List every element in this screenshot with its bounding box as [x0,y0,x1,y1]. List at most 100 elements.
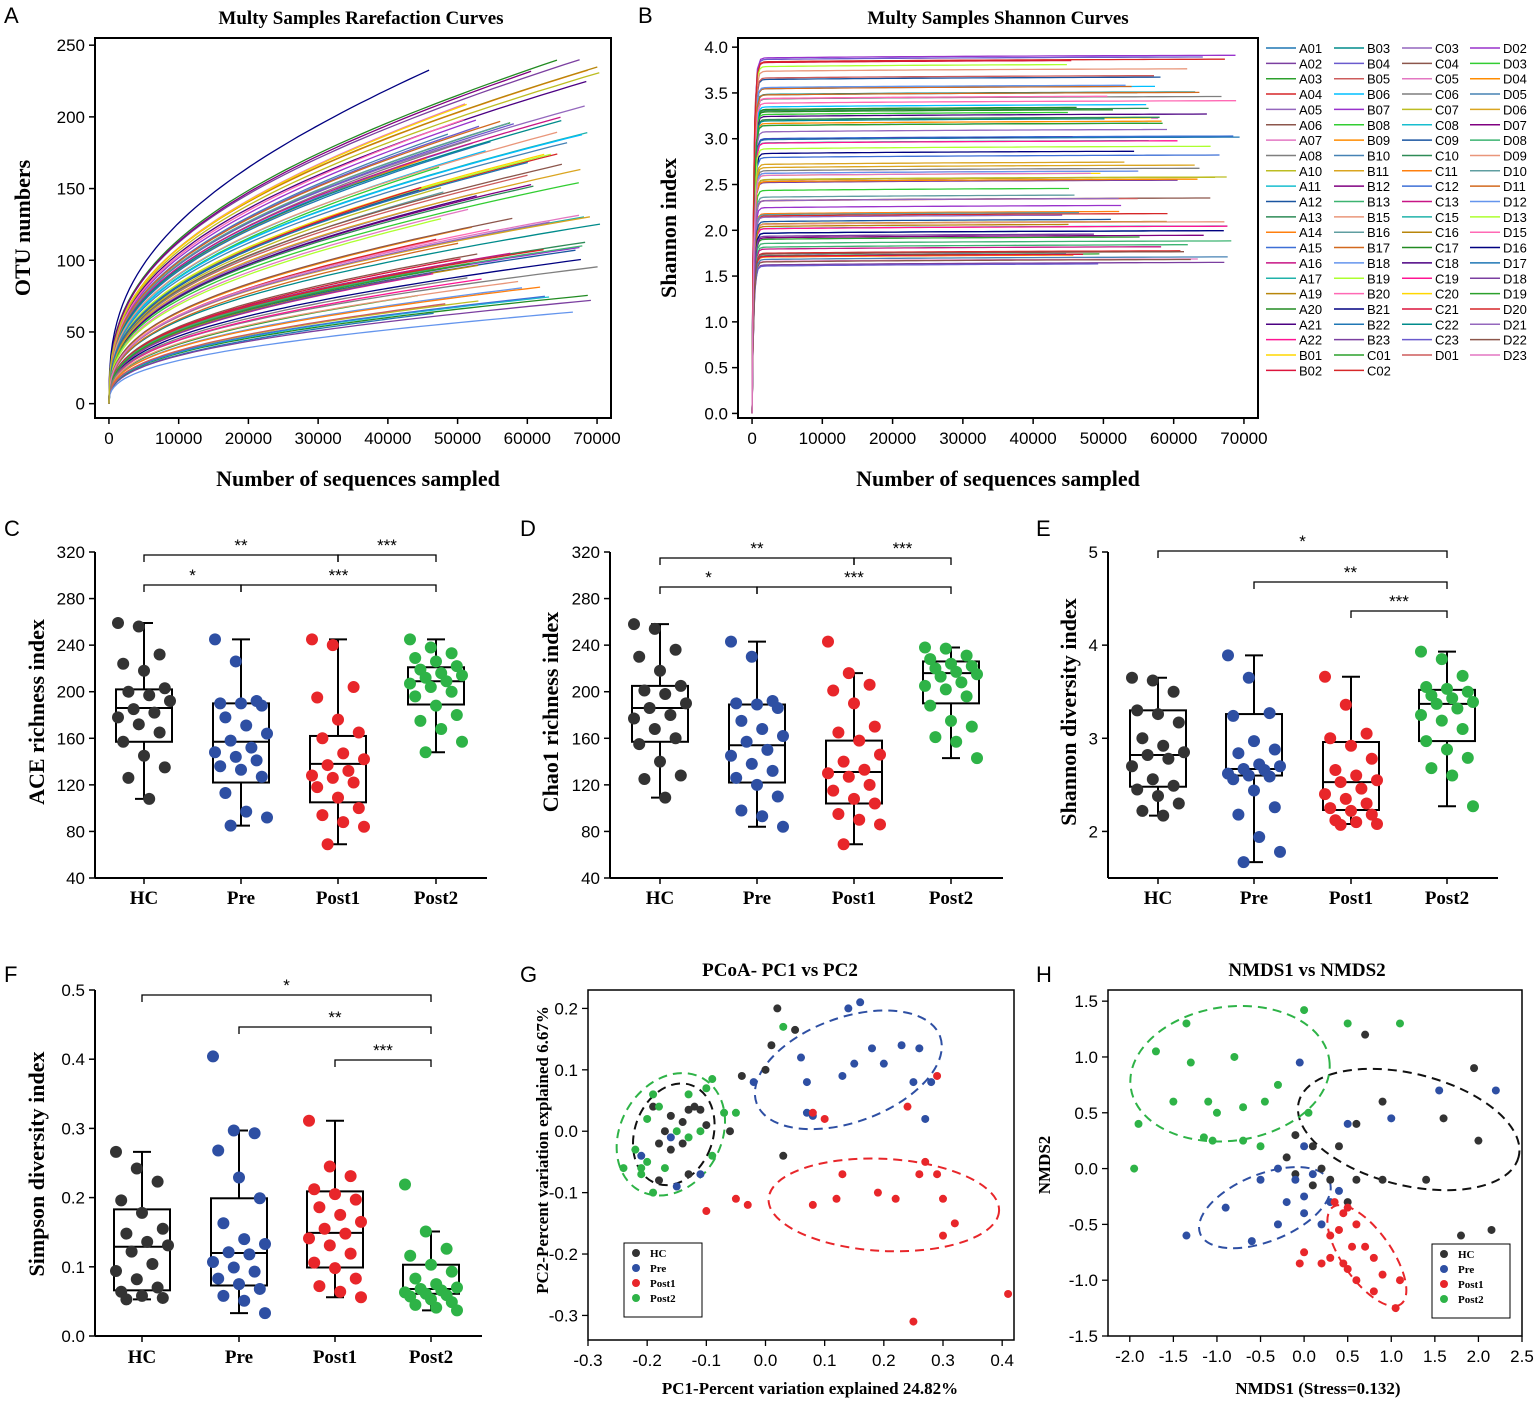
data-point-Post2 [971,668,983,681]
data-point-Pre [751,778,763,791]
scatter-point-HC [684,1170,693,1179]
legend-label: C16 [1435,225,1459,240]
data-point-HC [659,688,672,701]
significance-label: ** [234,536,248,555]
data-point-HC [143,689,156,702]
data-point-HC [659,791,672,804]
legend-label: A10 [1299,164,1322,179]
data-point-HC [628,618,640,631]
scatter-point-Post1 [873,1188,882,1197]
scatter-point-Post1 [909,1317,918,1326]
x-tick-label: 60000 [1150,429,1197,448]
data-point-Post1 [842,770,855,783]
y-tick-label: 3 [1089,729,1098,748]
scatter-point-Post2 [1260,1097,1269,1106]
sample-curve [108,272,432,404]
panel-f-plot: 0.00.10.20.30.40.5 ****** [61,976,482,1346]
data-point-Post1 [344,1170,357,1183]
sample-curve [108,142,568,404]
scatter-point-Post1 [808,1108,817,1117]
scatter-point-Post2 [619,1164,628,1173]
scatter-point-HC [666,1111,675,1120]
data-point-Post1 [868,797,881,810]
data-point-Post1 [306,769,318,782]
scatter-point-Pre [838,1071,847,1080]
scatter-point-Post1 [1330,1198,1339,1207]
scatter-point-Pre [1291,1175,1300,1184]
data-point-Pre [1253,831,1266,844]
data-point-Post1 [326,771,339,784]
panel-g-xlabel: PC1-Percent variation explained 24.82% [662,1379,958,1398]
data-point-Pre [250,754,263,767]
data-point-Post1 [853,813,866,826]
data-point-Post2 [440,1242,453,1255]
data-point-Post2 [945,714,957,727]
scatter-point-Post2 [1151,1047,1160,1056]
y-tick-label: 0.4 [61,1050,85,1069]
panel-g-plot: -0.3 -0.2 -0.1 0.0 0.1 0.2 0.3 0.4 -0.3 -0.2 -0.1 0… [549,989,1015,1370]
scatter-point-Pre [666,1133,675,1142]
data-point-Post1 [1345,739,1357,752]
legend-label: B17 [1367,241,1390,256]
significance-bracket [1253,581,1448,589]
significance-bracket [238,1026,432,1034]
legend-label: A02 [1299,56,1322,71]
data-point-Post2 [950,665,963,678]
legend-label: C17 [1435,241,1459,256]
data-point-Post1 [874,748,886,761]
legend-label: B20 [1367,287,1390,302]
scatter-point-Post2 [779,1022,788,1031]
legend-label: B19 [1367,271,1390,286]
legend-label: D09 [1503,148,1527,163]
scatter-point-Pre [797,1053,805,1062]
sample-curve [108,168,581,404]
data-point-Pre [761,743,774,756]
data-point-Post2 [445,647,458,660]
scatter-point-Post2 [1343,1019,1352,1028]
data-point-HC [127,703,140,716]
sample-curve [108,195,477,404]
sample-curve [751,140,1178,414]
scatter-point-Pre [802,1078,811,1087]
scatter-point-Post1 [1326,1231,1335,1240]
scatter-point-Pre [1273,1164,1282,1173]
box-Post2 [919,641,983,765]
legend-label: C04 [1435,56,1459,71]
category-label: Post2 [1425,888,1469,909]
x-tick-label: 30000 [939,429,986,448]
y-tick-label: 4.0 [704,38,728,57]
legend-marker-Pre [632,1264,640,1272]
data-point-HC [112,617,124,630]
data-point-Post2 [1446,769,1459,782]
sample-curve [751,76,1161,414]
panel-letter-g: G [520,962,537,987]
significance-bracket [143,584,242,592]
data-point-Post1 [308,1256,321,1269]
data-point-Pre [229,655,242,668]
sample-curve [751,150,1135,414]
scatter-point-Post1 [950,1219,959,1228]
scatter-point-Post2 [660,1164,669,1173]
legend-label: D07 [1503,118,1527,133]
legend-label: C11 [1435,164,1458,179]
scatter-point-Post2 [1239,1136,1248,1145]
scatter-point-Post2 [1169,1097,1178,1106]
legend-label: C19 [1435,271,1459,286]
data-point-Post1 [334,1285,347,1298]
data-point-Pre [227,1261,240,1274]
y-tick-label: 0.5 [1074,1104,1098,1123]
legend-label: B22 [1367,317,1390,332]
sample-curve [751,187,1069,414]
data-point-Post2 [409,651,422,664]
data-point-Post1 [1371,817,1383,830]
data-point-Post2 [1415,645,1427,658]
data-point-Post2 [419,1225,432,1238]
panel-b-title: Multy Samples Shannon Curves [867,8,1128,29]
box-Post1 [303,1114,367,1304]
data-point-Pre [777,729,789,742]
legend-label: C22 [1435,317,1459,332]
data-point-Post2 [1430,697,1443,710]
x-tick-label: -1.5 [1159,1347,1188,1366]
y-tick-label: 160 [572,729,600,748]
